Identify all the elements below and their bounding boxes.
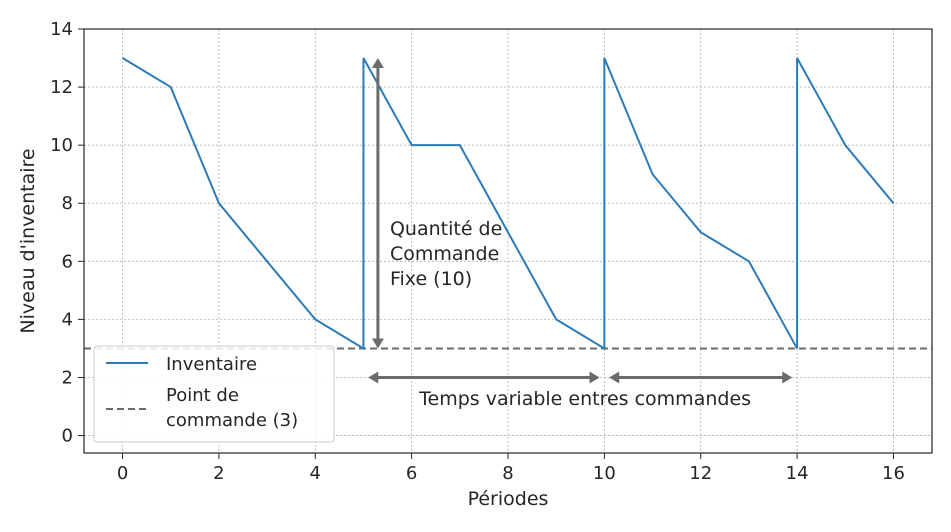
series-line-inventaire [122, 57, 895, 351]
y-axis-label: Niveau d'inventaire [17, 148, 39, 333]
order-quantity-label-line3: Fixe (10) [390, 268, 472, 290]
x-tick-label-2: 2 [213, 463, 224, 484]
y-tick-label-6: 6 [62, 251, 73, 272]
order-quantity-label-line2: Commande [390, 243, 499, 265]
legend-label-point-de-commande-line2: commande (3) [166, 410, 298, 431]
x-tick-label-14: 14 [786, 463, 809, 484]
y-tick-label-10: 10 [50, 135, 73, 156]
order-quantity-label-line1: Quantité de [390, 218, 502, 240]
x-tick-label-10: 10 [593, 463, 616, 484]
variable-time-label: Temps variable entres commandes [418, 388, 751, 410]
series-group [122, 57, 895, 351]
x-tick-label-4: 4 [310, 463, 321, 484]
interval-arrow-head-left-2 [609, 371, 620, 384]
y-tick-label-2: 2 [62, 367, 73, 388]
legend-box [93, 345, 335, 443]
interval-arrow-head-right-2 [782, 371, 793, 384]
y-tick-label-12: 12 [50, 77, 73, 98]
annotations-group: Quantité de Commande Fixe (10) Temps variab… [368, 58, 793, 410]
x-tick-label-12: 12 [689, 463, 712, 484]
ticks-group: 0 2 4 6 8 10 12 14 16 0 2 4 6 8 10 12 14 [50, 19, 905, 484]
order-quantity-arrow-head-top [371, 58, 384, 69]
y-tick-label-0: 0 [62, 426, 73, 447]
order-quantity-arrow-head-bottom [371, 338, 384, 349]
legend: Inventaire Point de commande (3) [93, 345, 335, 443]
x-tick-label-6: 6 [406, 463, 417, 484]
interval-arrow-head-right-1 [589, 371, 600, 384]
x-tick-label-16: 16 [882, 463, 905, 484]
x-tick-label-0: 0 [117, 463, 128, 484]
y-tick-label-14: 14 [50, 19, 73, 40]
x-axis-label: Périodes [468, 488, 549, 510]
legend-label-point-de-commande-line1: Point de [166, 385, 239, 406]
y-tick-label-8: 8 [62, 193, 73, 214]
interval-arrow-head-left-1 [368, 371, 379, 384]
y-tick-label-4: 4 [62, 309, 73, 330]
x-tick-label-8: 8 [502, 463, 513, 484]
legend-label-inventaire: Inventaire [166, 354, 257, 375]
